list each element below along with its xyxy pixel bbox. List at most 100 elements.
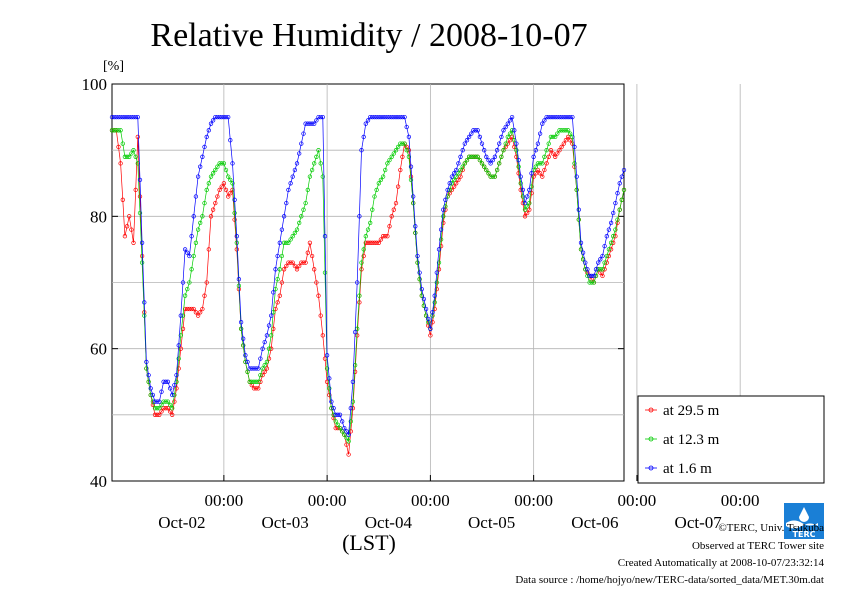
data-point — [460, 164, 465, 169]
data-point — [533, 148, 538, 153]
y-axis-ticks: 40 60 80 100 — [82, 75, 624, 491]
data-point — [320, 333, 325, 338]
data-point — [395, 144, 401, 150]
data-point — [572, 161, 577, 166]
data-point — [352, 329, 358, 335]
data-point — [372, 114, 377, 120]
data-point — [555, 114, 560, 120]
data-point — [540, 121, 545, 126]
data-point — [555, 131, 560, 136]
data-point — [266, 323, 272, 328]
data-point — [193, 240, 199, 245]
data-point — [165, 379, 171, 384]
data-point — [514, 141, 519, 146]
data-point — [568, 114, 573, 120]
data-point — [118, 161, 123, 166]
data-point — [146, 372, 151, 378]
data-point — [327, 376, 332, 381]
data-point — [223, 167, 229, 173]
data-point — [441, 214, 446, 219]
x-tick-time-label: 00:00 — [411, 491, 450, 510]
data-point — [363, 240, 368, 245]
data-point — [195, 227, 201, 232]
data-point — [563, 114, 569, 120]
data-point — [301, 131, 306, 136]
data-point — [185, 250, 190, 255]
data-point — [200, 154, 205, 159]
data-point — [557, 114, 562, 120]
data-point — [322, 234, 328, 239]
data-point — [428, 326, 433, 331]
data-point — [256, 366, 261, 371]
data-point — [400, 154, 405, 159]
data-point — [529, 191, 534, 196]
data-point — [314, 154, 319, 159]
data-point — [221, 161, 227, 166]
data-point — [482, 164, 487, 169]
data-point — [426, 316, 431, 322]
data-point — [546, 114, 551, 120]
data-point — [279, 253, 285, 259]
data-point — [109, 114, 115, 120]
y-tick-label: 100 — [82, 75, 108, 94]
x-tick-date-label: Oct-07 — [675, 513, 723, 532]
data-point — [406, 148, 412, 153]
data-point — [120, 114, 125, 120]
data-point — [264, 359, 270, 365]
data-point — [507, 131, 513, 136]
data-point — [182, 306, 188, 312]
data-point — [340, 419, 345, 424]
data-point — [615, 191, 620, 196]
data-point — [602, 260, 607, 265]
data-point — [228, 191, 233, 196]
data-point — [234, 234, 239, 239]
data-point — [167, 409, 173, 414]
data-point — [606, 227, 612, 232]
data-point — [288, 260, 293, 265]
data-point — [578, 247, 584, 252]
data-point — [305, 187, 310, 193]
data-point — [503, 141, 508, 146]
data-point — [494, 148, 500, 153]
data-point — [540, 174, 545, 179]
data-point — [170, 406, 175, 411]
data-point — [464, 157, 470, 163]
x-tick-date-label: Oct-03 — [262, 513, 309, 532]
data-point — [208, 214, 214, 219]
data-point — [456, 177, 461, 183]
data-point — [133, 114, 138, 120]
data-point — [357, 214, 362, 219]
data-point — [182, 293, 188, 298]
data-point — [260, 366, 265, 371]
data-point — [320, 114, 325, 120]
data-point — [608, 247, 614, 252]
data-point — [159, 389, 164, 394]
data-point — [503, 124, 508, 130]
data-point — [131, 148, 136, 153]
data-point — [613, 200, 618, 206]
data-point — [505, 121, 510, 126]
data-point — [383, 234, 388, 239]
data-point — [520, 187, 526, 193]
data-point — [215, 114, 220, 120]
data-point — [389, 114, 394, 120]
data-point — [284, 240, 289, 245]
data-point — [462, 161, 467, 166]
data-point — [363, 121, 368, 126]
data-point — [585, 267, 590, 272]
data-point — [191, 253, 196, 259]
data-point — [458, 174, 463, 179]
data-point — [516, 164, 521, 169]
data-point — [258, 372, 263, 378]
data-point — [230, 181, 235, 186]
data-point — [129, 114, 134, 120]
data-point — [269, 333, 274, 338]
data-point — [593, 267, 599, 272]
data-point — [264, 366, 270, 371]
data-point — [238, 326, 244, 331]
data-point — [555, 151, 560, 156]
data-point — [245, 359, 250, 365]
data-point — [232, 217, 237, 222]
data-point — [219, 161, 224, 166]
data-point — [284, 200, 289, 206]
